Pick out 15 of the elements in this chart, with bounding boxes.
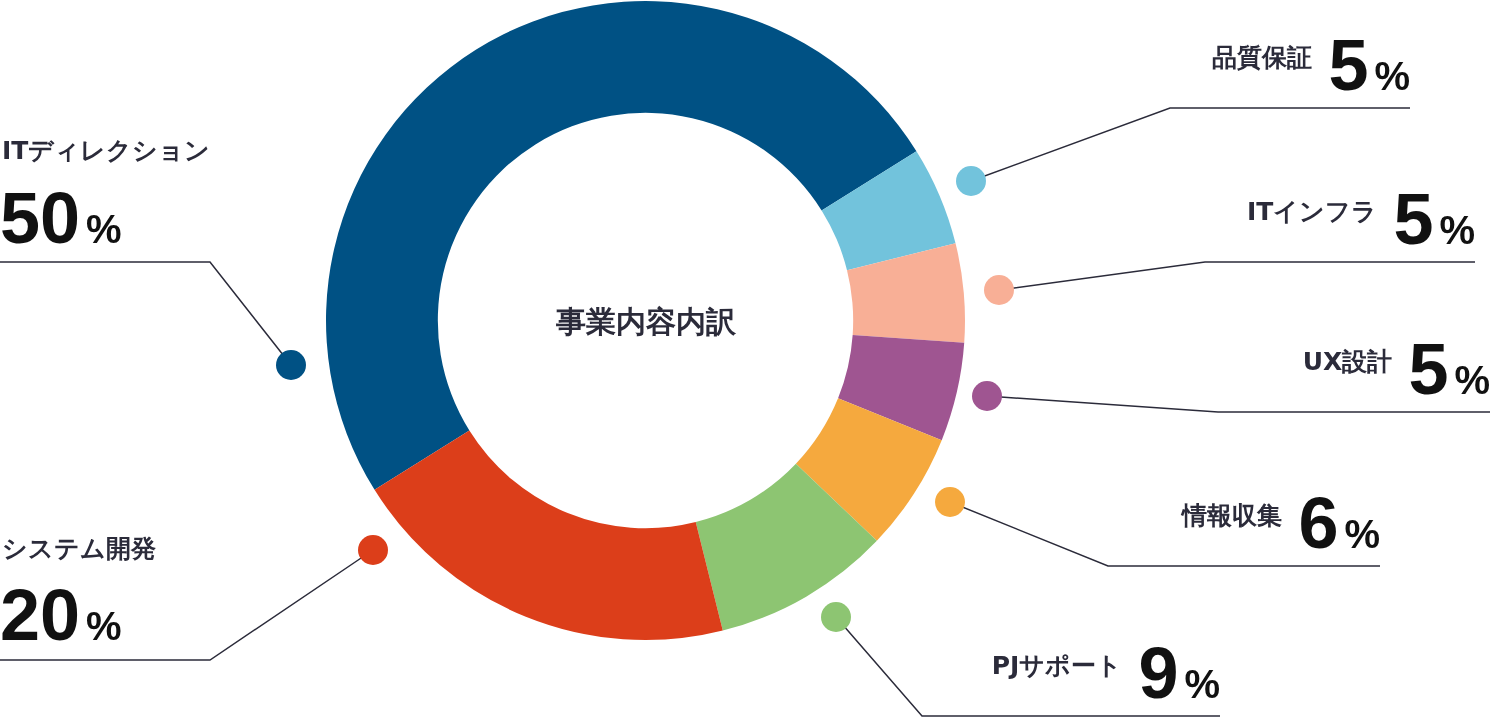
- data-label: 20%: [0, 575, 122, 655]
- slice-label: 品質保証: [1212, 43, 1313, 72]
- text: 事業内容内訳: [554, 304, 737, 340]
- slice-label: ITインフラ: [1247, 197, 1378, 226]
- data-label: 50%: [0, 178, 122, 258]
- data-label: 9%: [1138, 633, 1221, 713]
- data-label: 5%: [1328, 25, 1411, 105]
- slice-label: システム開発: [2, 534, 156, 563]
- slice-label: UX設計: [1302, 347, 1393, 376]
- slice-label: ITディレクション: [2, 136, 211, 165]
- data-label: 5%: [1393, 179, 1476, 259]
- slice-label: PJサポート: [991, 651, 1123, 680]
- data-label: 6%: [1298, 483, 1381, 563]
- data-label: 5%: [1408, 329, 1490, 409]
- slice-label: 情報収集: [1180, 501, 1283, 530]
